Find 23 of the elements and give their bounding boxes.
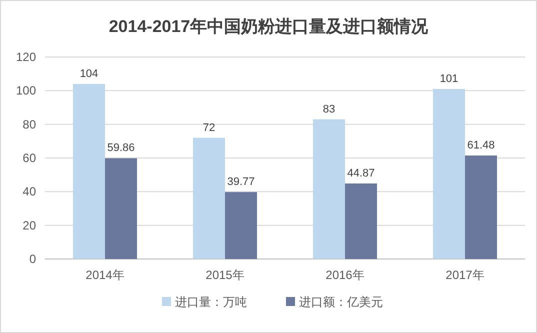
x-tick: 2015年 [206,268,244,282]
x-tick: 2014年 [86,268,124,282]
data-label: 72 [202,122,216,134]
data-label: 101 [440,72,458,85]
legend-item: 进口额：亿美元 [286,295,383,309]
title: 2014-2017年中国奶粉进口量及进口额情况 [108,17,428,36]
data-label: 61.48 [467,140,495,152]
legend-label: 进口量：万吨 [175,295,247,309]
data-label: 83 [322,103,336,116]
x-tick: 2017年 [446,268,484,282]
y-tick: 40 [22,184,36,199]
y-tick: 0 [29,252,36,266]
y-tick: 20 [22,218,36,232]
y-tick: 80 [22,117,36,132]
y-tick: 100 [16,84,36,98]
legend-item: 进口量：万吨 [162,295,247,309]
y-tick: 120 [16,50,36,64]
data-label: 59.86 [107,142,135,154]
data-label: 39.77 [227,176,255,188]
data-label: 44.87 [347,167,375,180]
data-label: 104 [80,68,98,80]
y-tick: 60 [22,151,36,165]
x-tick: 2016年 [326,268,364,282]
